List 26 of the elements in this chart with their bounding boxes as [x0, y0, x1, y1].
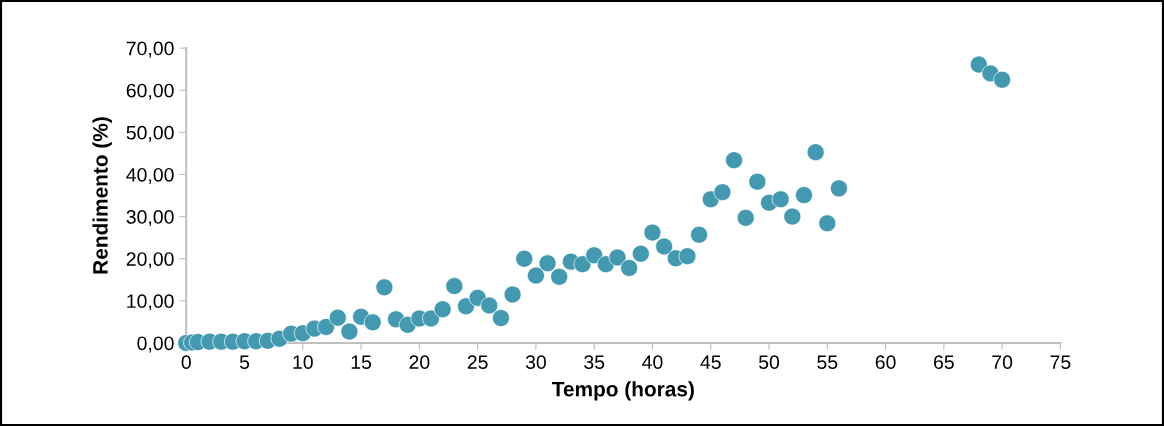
y-tick-label: 70,00: [126, 41, 174, 58]
y-tick-label: 0,00: [137, 336, 174, 353]
y-axis-title: Rendimento (%): [92, 117, 112, 274]
y-tick-label: 30,00: [126, 210, 174, 227]
x-tick-label: 10: [293, 355, 313, 370]
y-tick-label: 10,00: [127, 294, 174, 311]
y-tick-label: 50,00: [126, 125, 174, 142]
x-tick-label: 35: [584, 355, 605, 370]
x-tick-label: 45: [700, 355, 721, 370]
x-tick-label: 20: [409, 355, 430, 370]
x-tick-label: 60: [875, 355, 896, 370]
x-tick-label: 50: [758, 355, 780, 370]
y-tick-label: 60,00: [126, 83, 174, 100]
x-tick-label: 15: [351, 355, 372, 370]
x-tick-label: 65: [934, 355, 954, 370]
x-tick-label: 0: [181, 355, 191, 370]
x-tick-label: 5: [239, 355, 250, 370]
y-tick-label: 40,00: [126, 167, 174, 185]
x-tick-label: 40: [642, 355, 663, 370]
y-tick-label: 20,00: [126, 252, 174, 269]
x-tick-label: 30: [525, 355, 546, 370]
x-axis-title: Tempo (horas): [551, 381, 694, 401]
x-tick-label: 25: [467, 355, 488, 370]
x-tick-label: 55: [817, 355, 838, 370]
x-tick-label: 75: [1050, 355, 1071, 370]
x-tick-label: 70: [992, 355, 1013, 370]
